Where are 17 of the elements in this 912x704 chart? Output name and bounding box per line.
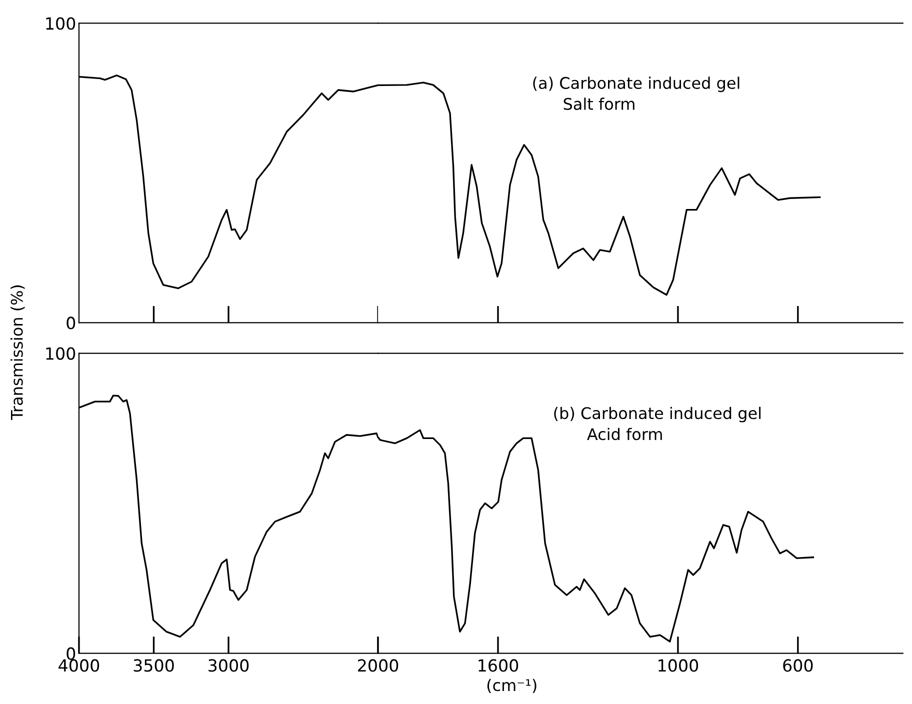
x-tick-label: 1600 bbox=[478, 659, 518, 672]
x-tick-label: 1000 bbox=[658, 659, 698, 672]
x-tick-label: 4000 bbox=[58, 659, 100, 672]
y-axis-title: Transmission (%) bbox=[10, 285, 25, 420]
y-tick-label: 0 bbox=[66, 647, 76, 660]
x-axis-title: (cm⁻¹) bbox=[487, 678, 536, 694]
x-tick-label: 600 bbox=[783, 659, 813, 672]
annotation: Acid form bbox=[587, 428, 662, 440]
annotation: Salt form bbox=[564, 98, 634, 110]
annotation: (a) Carbonate induced gel bbox=[533, 76, 740, 92]
y-tick-label: 100 bbox=[46, 17, 76, 30]
y-tick-label: 0 bbox=[66, 316, 76, 330]
x-tick-label: 3500 bbox=[134, 659, 174, 672]
annotation: (b) Carbonate induced gel bbox=[554, 406, 761, 422]
y-tick-label: 100 bbox=[46, 347, 76, 360]
x-tick-label: 2000 bbox=[358, 659, 398, 672]
x-tick-label: 3000 bbox=[208, 659, 249, 672]
